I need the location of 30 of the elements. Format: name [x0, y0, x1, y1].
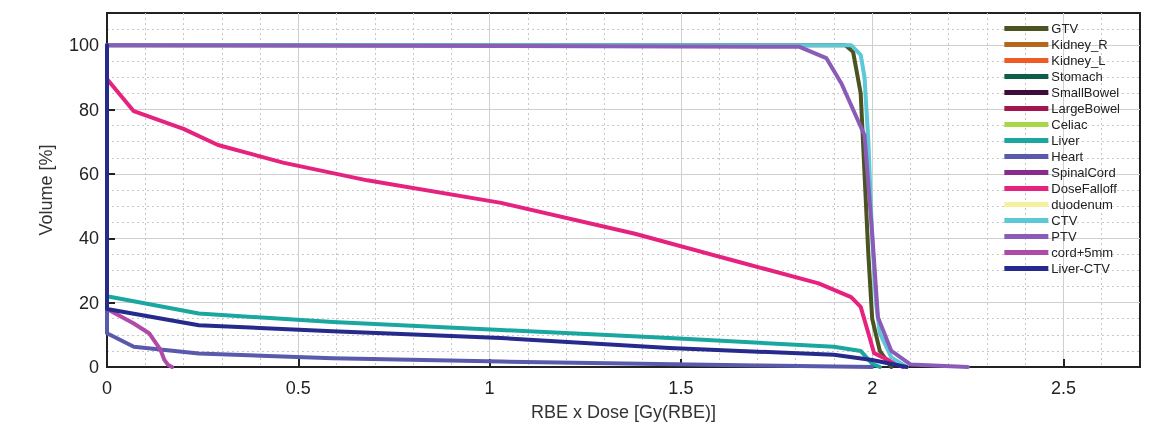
legend-label: Liver-CTV [1051, 261, 1111, 276]
x-tick-label: 0.5 [285, 378, 311, 398]
y-tick-label: 100 [68, 35, 99, 56]
x-tick-label: 1.5 [668, 378, 694, 398]
legend-label: Heart [1051, 149, 1084, 164]
legend-label: duodenum [1051, 197, 1113, 212]
x-tick-label: 2 [867, 378, 878, 398]
legend-label: Stomach [1051, 69, 1103, 84]
legend-label: cord+5mm [1051, 245, 1114, 260]
legend-label: SmallBowel [1051, 85, 1120, 100]
legend-label: CTV [1051, 213, 1078, 228]
x-tick-label: 0 [101, 378, 113, 398]
legend-label: Liver [1051, 133, 1081, 148]
y-tick-label: 40 [78, 228, 99, 249]
legend-label: DoseFalloff [1051, 181, 1118, 196]
x-tick-label: 1 [484, 378, 495, 398]
legend-label: GTV [1051, 21, 1079, 36]
y-axis-title: Volume [%] [36, 144, 56, 236]
legend-label: LargeBowel [1051, 101, 1121, 116]
y-tick-label: 80 [78, 99, 99, 120]
legend-label: Kidney_R [1051, 37, 1108, 52]
x-axis-title: RBE x Dose [Gy(RBE)] [530, 402, 717, 422]
y-tick-label: 20 [78, 292, 99, 313]
legend-label: Celiac [1051, 117, 1088, 132]
y-tick-label: 60 [78, 163, 99, 184]
legend-label: SpinalCord [1051, 165, 1116, 180]
x-tick-label: 2.5 [1050, 378, 1076, 398]
legend-label: Kidney_L [1051, 53, 1106, 68]
y-tick-label: 0 [88, 357, 99, 377]
legend-label: PTV [1051, 229, 1077, 244]
